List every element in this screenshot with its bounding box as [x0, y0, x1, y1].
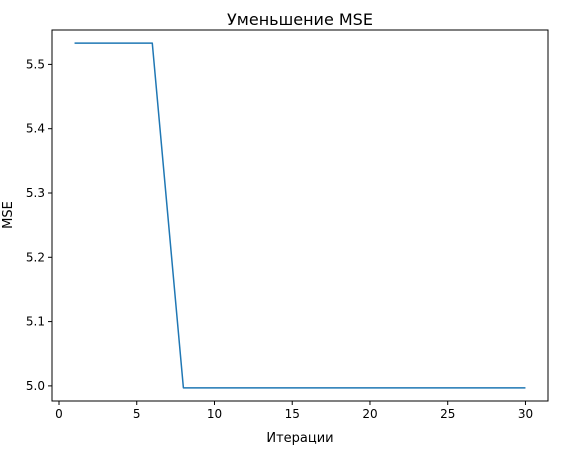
plot-area: [74, 42, 526, 389]
y-tick-label: 5.1: [26, 315, 45, 329]
x-tick-label: 20: [362, 407, 377, 421]
y-tick-label: 5.0: [26, 379, 45, 393]
y-axis: 5.0 5.1 5.2 5.3 5.4 5.5: [26, 57, 52, 393]
x-tick-label: 0: [55, 407, 63, 421]
y-tick-label: 5.4: [26, 122, 45, 136]
y-axis-label: MSE: [1, 201, 16, 229]
y-tick-label: 5.5: [26, 57, 45, 71]
x-tick-label: 5: [133, 407, 141, 421]
plot-frame: [51, 29, 549, 402]
x-tick-label: 15: [285, 407, 300, 421]
x-tick-label: 25: [440, 407, 455, 421]
x-axis-label: Итерации: [266, 431, 333, 446]
x-tick-label: 30: [518, 407, 533, 421]
x-tick-label: 10: [207, 407, 222, 421]
chart-title: Уменьшение MSE: [227, 10, 373, 29]
y-tick-label: 5.3: [26, 186, 45, 200]
x-axis: 0 5 10 15 20 25 30: [55, 401, 533, 421]
series-line-0: [74, 42, 526, 389]
y-tick-label: 5.2: [26, 250, 45, 264]
